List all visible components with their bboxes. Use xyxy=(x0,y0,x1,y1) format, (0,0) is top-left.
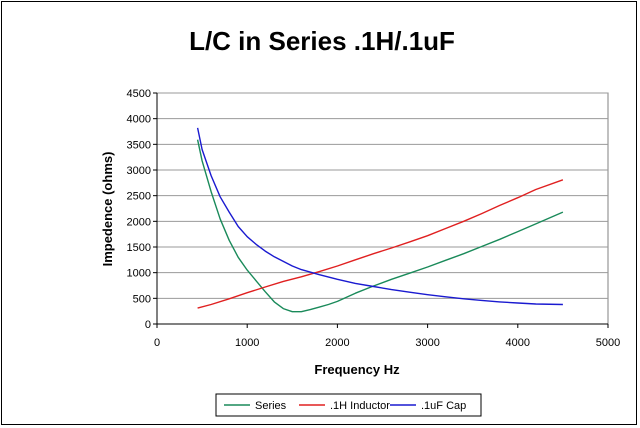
y-axis-ticks: 0 500 1000 1500 2000 2500 3000 3500 4000 4500 xyxy=(127,88,158,331)
series-line-series xyxy=(196,139,564,313)
y-tick-label: 2000 xyxy=(127,216,151,228)
legend-label: Series xyxy=(255,400,287,412)
x-tick-label: 1000 xyxy=(235,337,259,349)
series-line-1h-inductor xyxy=(197,179,564,309)
y-tick-label: 4000 xyxy=(127,114,151,126)
plot-area xyxy=(156,92,609,325)
x-axis-title: Frequency Hz xyxy=(314,362,400,377)
series-line-1uf-cap xyxy=(196,127,563,306)
x-tick-label: 0 xyxy=(154,337,160,349)
x-tick-label: 3000 xyxy=(415,337,439,349)
x-tick-label: 5000 xyxy=(596,337,620,349)
legend-label: .1H Inductor xyxy=(330,400,390,412)
series-lines xyxy=(196,127,564,313)
y-tick-label: 3500 xyxy=(127,139,151,151)
chart-title: L/C in Series .1H/.1uF xyxy=(189,26,455,56)
legend-label: .1uF Cap xyxy=(421,400,466,412)
y-tick-label: 3000 xyxy=(127,165,151,177)
x-tick-label: 2000 xyxy=(325,337,349,349)
legend-box xyxy=(215,393,482,417)
y-tick-label: 500 xyxy=(133,293,151,305)
y-tick-label: 0 xyxy=(145,319,151,331)
y-tick-label: 1000 xyxy=(127,268,151,280)
y-axis-title: Impedence (ohms) xyxy=(100,152,115,267)
legend: Series .1H Inductor .1uF Cap xyxy=(215,393,482,417)
x-axis-ticks: 0 1000 2000 3000 4000 5000 xyxy=(154,323,620,349)
y-tick-label: 2500 xyxy=(127,191,151,203)
y-tick-label: 4500 xyxy=(127,88,151,100)
y-tick-label: 1500 xyxy=(127,242,151,254)
x-tick-label: 4000 xyxy=(506,337,530,349)
